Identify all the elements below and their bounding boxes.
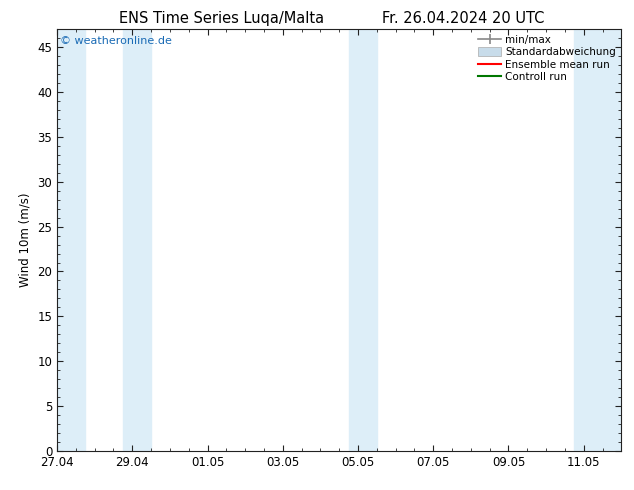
Text: © weatheronline.de: © weatheronline.de <box>60 36 172 46</box>
Bar <box>123 29 151 451</box>
Y-axis label: Wind 10m (m/s): Wind 10m (m/s) <box>19 193 32 287</box>
Text: ENS Time Series Luqa/Malta: ENS Time Series Luqa/Malta <box>119 11 325 26</box>
Legend: min/max, Standardabweichung, Ensemble mean run, Controll run: min/max, Standardabweichung, Ensemble me… <box>478 35 616 82</box>
Bar <box>349 29 377 451</box>
Bar <box>57 29 85 451</box>
Text: Fr. 26.04.2024 20 UTC: Fr. 26.04.2024 20 UTC <box>382 11 544 26</box>
Bar <box>574 29 621 451</box>
